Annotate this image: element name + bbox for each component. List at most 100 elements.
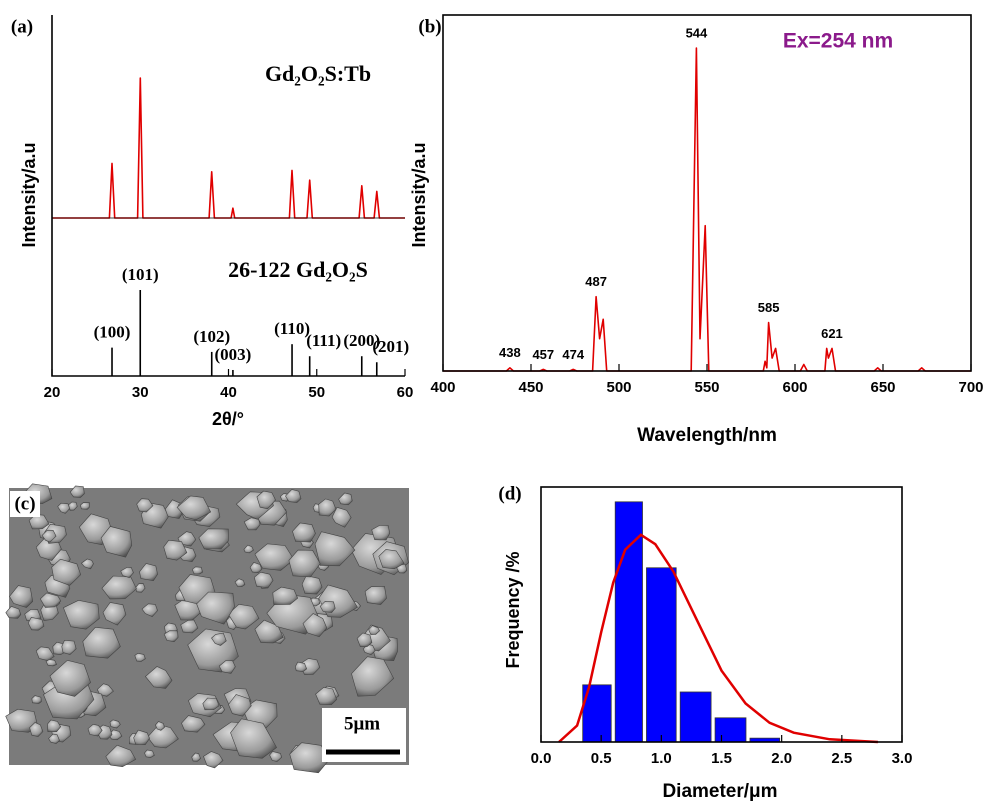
particle: [120, 566, 134, 578]
particle: [356, 632, 373, 647]
particle: [378, 549, 405, 570]
particle: [256, 490, 276, 510]
particle: [68, 501, 78, 511]
peak-label: 438: [499, 345, 521, 360]
hkl-label: (200): [343, 331, 380, 350]
particle: [211, 632, 227, 646]
x-tick-label: 3.0: [892, 750, 913, 767]
particle: [47, 719, 62, 733]
x-tick-label: 450: [518, 379, 543, 396]
particle: [41, 529, 57, 543]
particle: [164, 499, 184, 519]
x-tick-label: 40: [220, 384, 237, 401]
x-tick-label: 20: [44, 384, 61, 401]
panel-label: (a): [11, 16, 33, 37]
particle: [49, 659, 91, 697]
particle: [134, 652, 146, 662]
reference-label: 26-122 Gd₂O₂S: [228, 257, 368, 282]
peak-label: 585: [758, 300, 780, 315]
particle: [31, 695, 42, 704]
particle: [80, 502, 90, 510]
spectrum-line: [443, 47, 971, 372]
particle: [191, 566, 203, 575]
x-axis-label: 2θ/°: [212, 409, 244, 429]
panel-label: (b): [418, 16, 441, 37]
x-tick-label: 50: [308, 384, 325, 401]
particle: [48, 733, 60, 744]
particle: [249, 562, 263, 574]
particle: [57, 502, 71, 514]
spectrum-line: [52, 77, 405, 219]
particle: [51, 558, 82, 586]
particle: [141, 603, 158, 617]
particle: [5, 606, 22, 619]
x-tick-label: 30: [132, 384, 149, 401]
particle: [285, 489, 302, 503]
x-tick-label: 60: [397, 384, 414, 401]
particle: [253, 571, 274, 589]
particle: [133, 729, 150, 746]
particle: [351, 656, 395, 697]
x-tick-label: 2.0: [771, 750, 792, 767]
particle: [45, 659, 58, 667]
y-axis-label: Intensity/a.u: [409, 142, 429, 247]
particle: [294, 661, 308, 672]
particle: [228, 694, 252, 717]
x-tick-label: 0.5: [591, 750, 612, 767]
hkl-label: (201): [372, 337, 409, 356]
x-tick-label: 0.0: [531, 750, 552, 767]
particle: [396, 564, 408, 574]
panel-label: (d): [498, 483, 521, 504]
particle: [100, 526, 133, 558]
particle: [101, 575, 137, 600]
particle: [96, 683, 114, 697]
histogram-bar: [614, 501, 643, 743]
x-tick-label: 550: [694, 379, 719, 396]
particle: [198, 528, 229, 550]
particle: [87, 723, 103, 737]
hkl-label: (111): [306, 331, 341, 350]
hkl-label: (101): [122, 265, 159, 284]
fit-curve: [558, 533, 878, 744]
particle: [177, 531, 197, 547]
particle: [105, 744, 137, 768]
peak-label: 544: [686, 25, 708, 40]
particle: [272, 586, 299, 605]
particle: [9, 585, 34, 608]
particle: [292, 522, 316, 543]
particle: [371, 524, 391, 541]
particle: [144, 749, 155, 758]
excitation-label: Ex=254 nm: [783, 30, 893, 53]
particle: [82, 626, 121, 659]
particle: [39, 592, 62, 608]
particle: [139, 563, 158, 582]
particle: [269, 751, 283, 762]
hkl-label: (102): [193, 327, 230, 346]
particle: [243, 544, 254, 554]
y-axis-label: Frequency /%: [503, 551, 523, 668]
particle: [302, 613, 328, 638]
peak-label: 474: [562, 347, 584, 362]
particle: [234, 578, 246, 587]
peak-label: 457: [532, 347, 554, 362]
particle: [338, 492, 353, 506]
panel-label-box: [10, 491, 40, 517]
particle: [61, 639, 77, 655]
histogram-bar: [679, 691, 712, 743]
particle: [163, 630, 179, 643]
particle: [218, 660, 236, 674]
scale-bar-label: 5μm: [344, 713, 380, 734]
x-tick-label: 700: [958, 379, 983, 396]
particle: [28, 514, 50, 530]
particle: [315, 686, 338, 705]
particle: [80, 558, 94, 570]
x-tick-label: 1.5: [711, 750, 732, 767]
particle: [318, 498, 337, 517]
compound-label: Gd₂O₂S:Tb: [265, 61, 371, 86]
y-axis-label: Intensity/a.u: [19, 142, 39, 247]
particle: [5, 708, 39, 733]
particle: [191, 752, 201, 762]
x-axis-label: Wavelength/nm: [637, 425, 777, 446]
histogram-bar: [714, 717, 747, 743]
particle: [27, 616, 45, 631]
